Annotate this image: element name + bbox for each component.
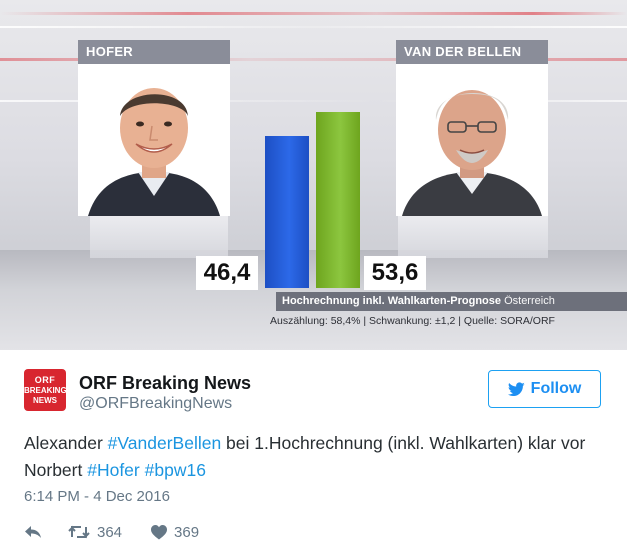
hashtag-link[interactable]: #Hofer (87, 460, 140, 480)
value-label-hofer: 46,4 (196, 256, 258, 290)
decorative-stripe (0, 12, 627, 15)
like-count: 369 (174, 523, 200, 541)
follow-label: Follow (530, 380, 582, 397)
portrait-van-der-bellen (396, 64, 548, 216)
avatar[interactable]: ORF BREAKING NEWS (24, 369, 67, 411)
caption-title: Hochrechnung inkl. Wahlkarten-Prognose (282, 295, 502, 307)
retweet-button[interactable]: 364 (68, 524, 122, 541)
value-label-van-der-bellen: 53,6 (364, 256, 426, 290)
tweet-timestamp[interactable]: 6:14 PM - 4 Dec 2016 (24, 488, 170, 505)
pedestal (398, 210, 548, 258)
candidate-photo (396, 64, 548, 216)
candidate-name: VAN DER BELLEN (396, 40, 548, 64)
graphic-subcaption: Auszählung: 58,4% | Schwankung: ±1,2 | Q… (270, 315, 555, 327)
portrait-hofer (78, 64, 230, 216)
avatar-logo-text: ORF (34, 375, 56, 385)
reply-icon (25, 526, 41, 538)
hashtag-link[interactable]: #bpw16 (144, 460, 206, 480)
user-handle[interactable]: @ORFBreakingNews (79, 395, 233, 412)
tweet-text-segment: bei 1.Hochrechnung (inkl. Wahlkarten) kl… (24, 433, 586, 480)
tweet-text: Alexander #VanderBellen bei 1.Hochrechnu… (24, 430, 614, 484)
pedestal (90, 210, 228, 258)
decorative-stripe (0, 26, 627, 28)
heart-icon (151, 524, 168, 539)
candidate-card-hofer: HOFER (78, 40, 230, 216)
decorative-stripe (0, 100, 627, 102)
candidate-name: HOFER (78, 40, 230, 64)
candidate-photo (78, 64, 230, 216)
display-name[interactable]: ORF Breaking News (79, 373, 252, 393)
tweet-actions: 364 369 (24, 522, 199, 542)
bar-hofer (265, 136, 309, 288)
graphic-caption: Hochrechnung inkl. Wahlkarten-Prognose Ö… (276, 292, 627, 311)
tweet-image[interactable]: HOFER VAN DER BELLEN (0, 0, 627, 350)
decorative-stripe (0, 58, 627, 61)
tweet-text-segment: Alexander (24, 433, 108, 453)
retweet-count: 364 (97, 523, 123, 541)
follow-button[interactable]: Follow (488, 370, 601, 408)
bar-van-der-bellen (316, 112, 360, 288)
reply-button[interactable] (24, 525, 42, 539)
hashtag-link[interactable]: #VanderBellen (107, 433, 222, 453)
caption-region: Österreich (504, 295, 555, 307)
avatar-logo-text: BREAKING (24, 386, 67, 395)
twitter-bird-icon (507, 381, 525, 396)
avatar-logo-text: NEWS (33, 396, 57, 405)
candidate-card-van-der-bellen: VAN DER BELLEN (396, 40, 548, 216)
retweet-icon (68, 525, 90, 539)
like-button[interactable]: 369 (151, 524, 199, 541)
